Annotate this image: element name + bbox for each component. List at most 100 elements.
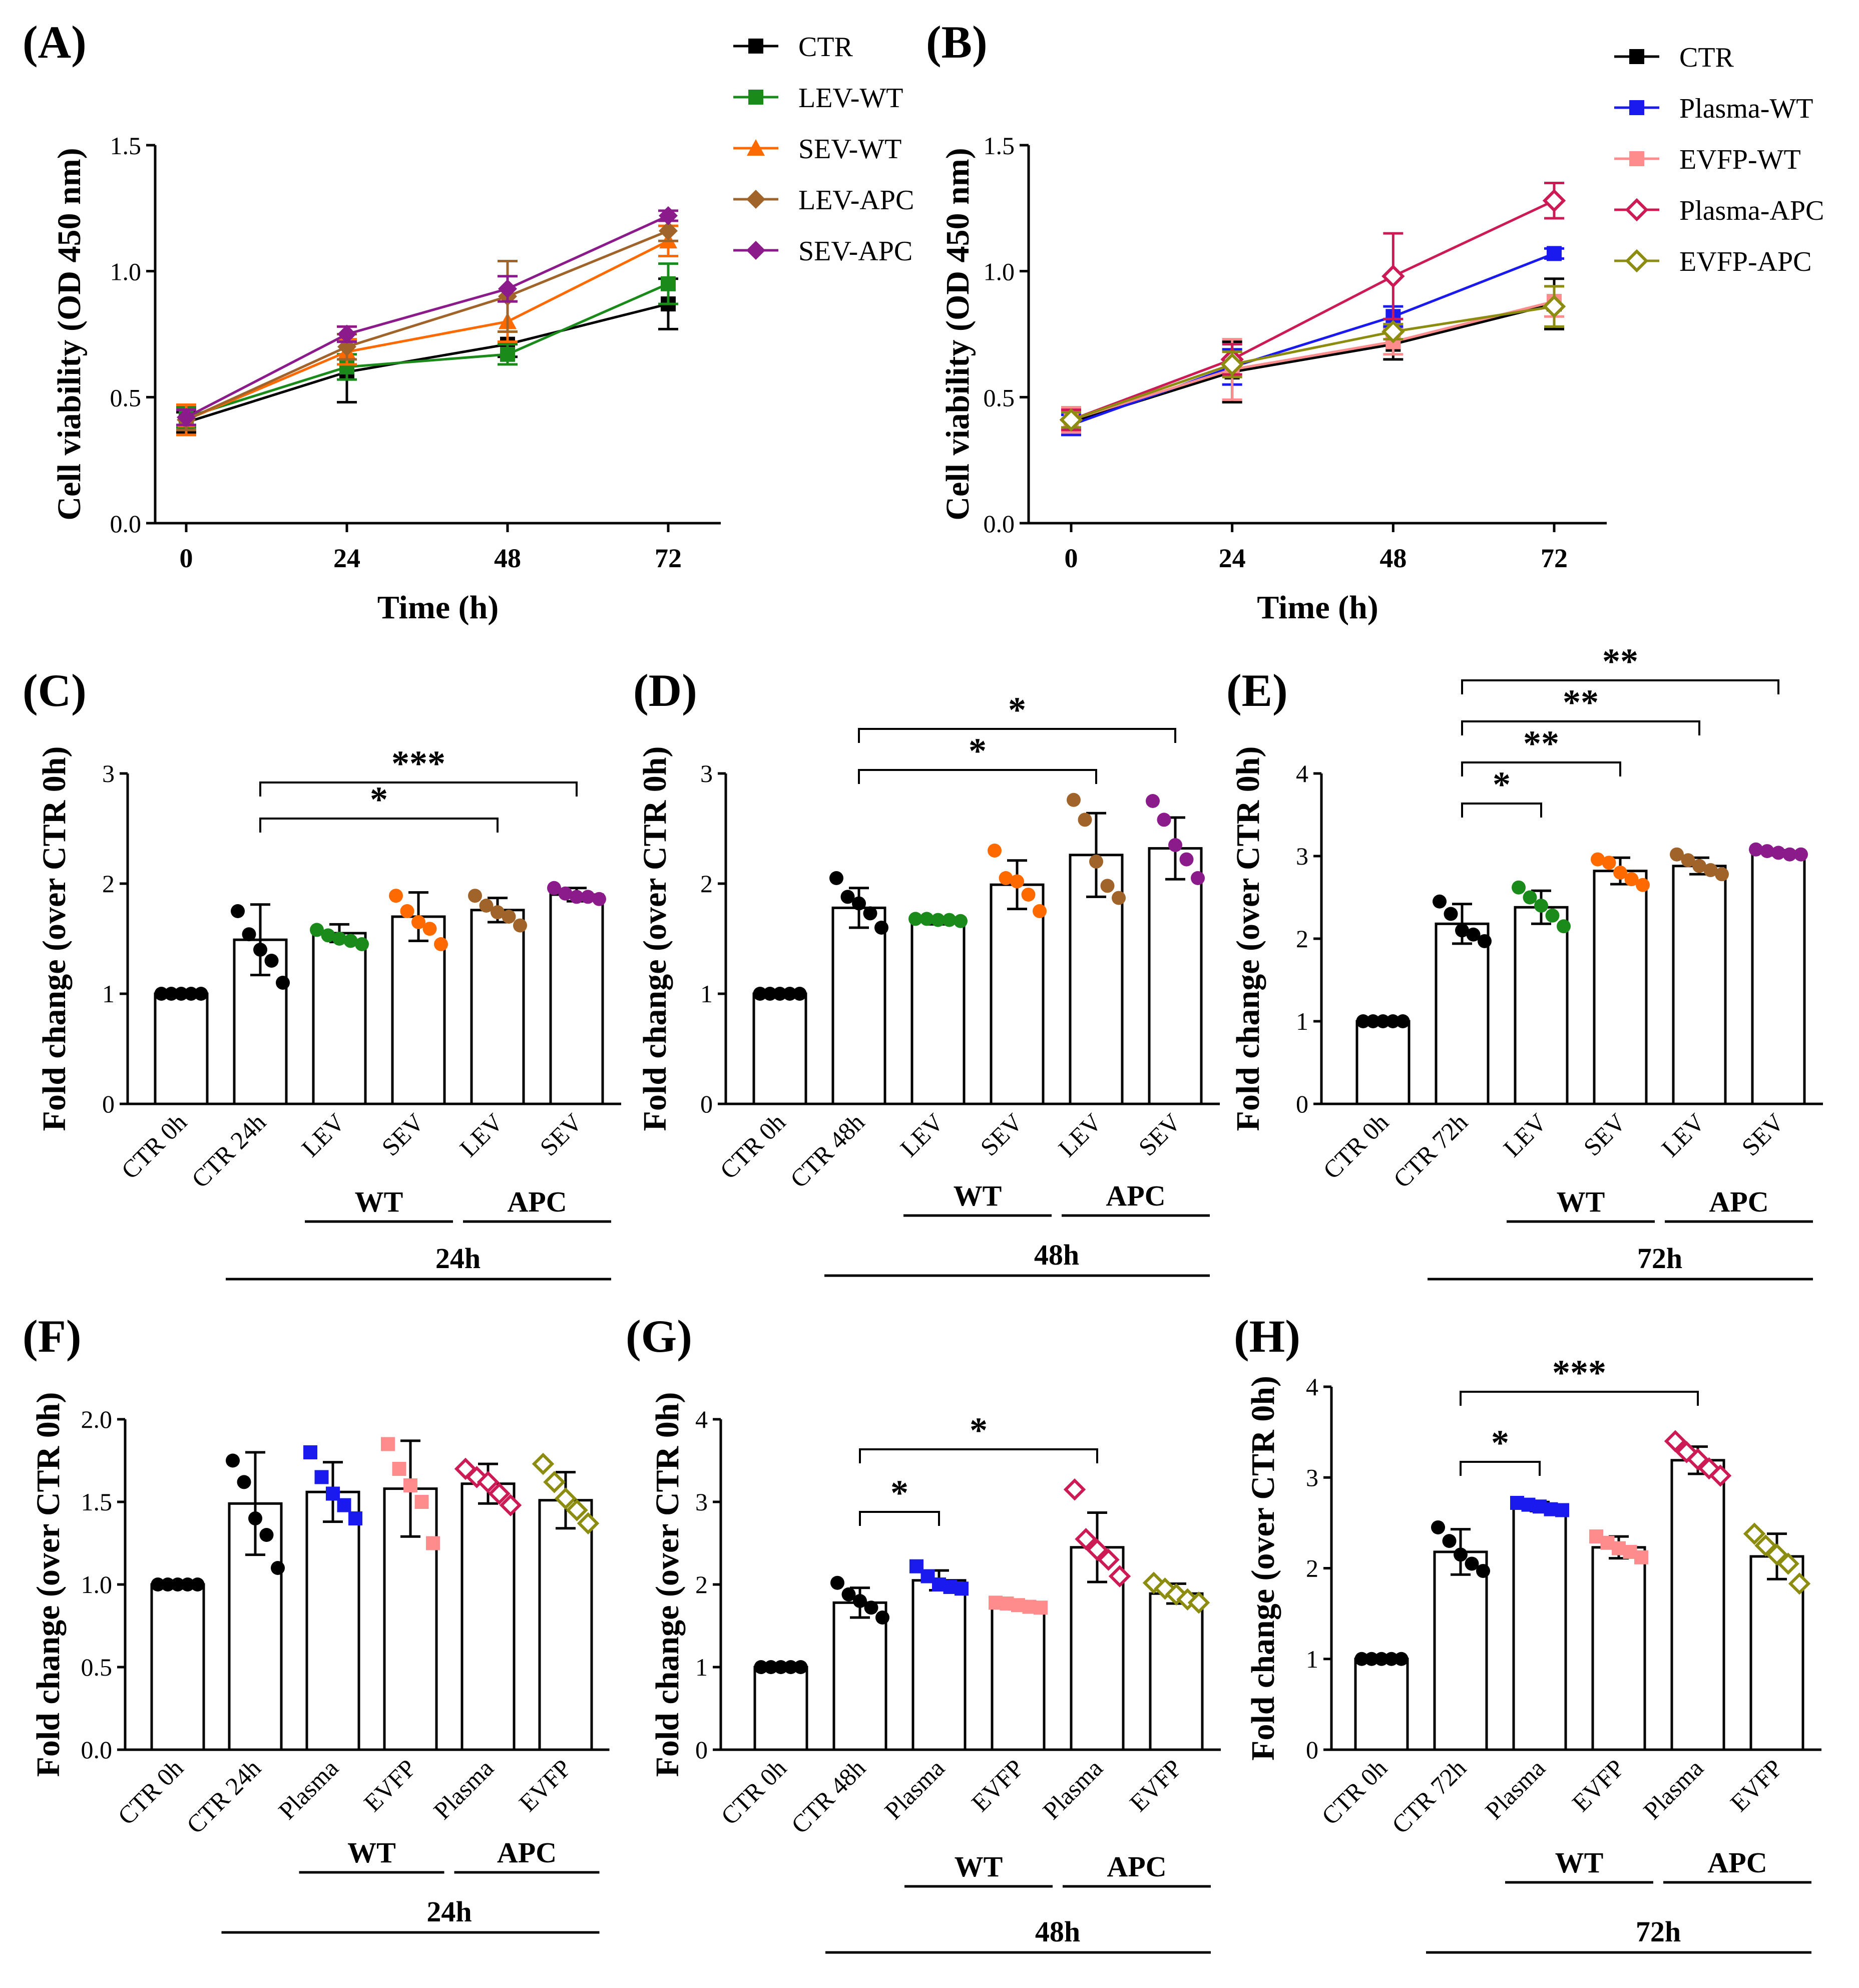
scatter-point [171,1577,185,1592]
scatter-point [874,921,888,935]
significance-bracket [859,1448,1098,1463]
scatter-point [554,1487,577,1510]
scatter-point [1709,1464,1732,1487]
bar-group [454,1457,522,1751]
significance-bracket [1461,803,1542,818]
scatter-point [337,1498,351,1512]
bar-group [1591,852,1650,1105]
scatter-point [1557,919,1571,934]
y-axis-label: Fold change (over CTR 0h) [36,746,73,1131]
panel-d: (D) 0 1 2 3 Fold change (over CTR 0h) CTR 0hCT… [633,665,1220,1277]
x-tick-label: CTR 0h [715,1754,792,1830]
scatter-point [1602,856,1616,870]
scatter-point [1613,866,1627,880]
y-tick-label: 0 [695,1736,708,1764]
y-tick-label: 0 [700,1090,713,1118]
scatter-point [303,1445,317,1459]
scatter-point [829,871,843,885]
scatter-point [1100,879,1115,893]
scatter-point [1067,792,1081,807]
scatter-point [1760,844,1774,859]
bar-group [154,987,209,1105]
scatter-point [248,1511,262,1525]
bar-group [989,1596,1048,1751]
y-axis-label: Fold change (over CTR 0h) [1245,1376,1281,1761]
scatter-point [782,987,797,1001]
bar-group [532,1452,600,1751]
scatter-point [1523,890,1537,905]
legend-label: EVFP-APC [1679,246,1812,277]
x-tick-label: CTR 0h [116,1108,192,1184]
bar-group [1142,1571,1210,1751]
bar [832,1601,887,1751]
bar-group [908,912,968,1105]
significance-label: * [969,731,987,771]
data-point [659,221,678,241]
x-tick-label: SEV [975,1108,1028,1161]
group-label-wt: WT [955,1850,1003,1883]
group-label-wt: WT [347,1836,396,1869]
y-tick-label: 1 [1296,1007,1308,1035]
y-axis-label: Cell viability (OD 450 nm) [51,148,88,520]
scatter-point [1765,1543,1788,1566]
scatter-point [1743,1522,1766,1545]
scatter-point [321,928,335,943]
legend-marker [1629,151,1644,166]
scatter-point [988,844,1002,858]
scatter-point [773,987,787,1001]
scatter-point [558,886,573,901]
series-line [1071,302,1555,424]
data-point [1381,320,1405,343]
bar-group [1067,792,1126,1105]
scatter-point [792,987,807,1001]
significance-bracket [1461,761,1621,776]
scatter-point [1478,934,1492,948]
time-label: 24h [435,1242,481,1275]
scatter-point [570,890,584,904]
series-line [185,214,669,419]
x-tick-label: CTR 72h [1388,1108,1473,1193]
scatter-point [1692,859,1706,873]
scatter-point [253,943,267,957]
y-axis-label: Fold change (over CTR 0h) [649,1392,686,1777]
bar-group [1063,1478,1131,1751]
legend-marker [746,241,765,260]
panel-label: (B) [926,17,988,68]
scatter-point [180,1577,195,1592]
bar-group [1431,1520,1490,1751]
significance-bracket [1461,679,1779,694]
group-label-apc: APC [1709,1185,1768,1218]
bar-group [381,1437,440,1751]
y-tick-label: 0 [1306,1736,1318,1764]
bar [470,909,525,1105]
scatter-point [1033,904,1047,918]
panel-label: (C) [23,665,87,716]
legend-marker [1625,198,1649,222]
scatter-point [491,905,505,920]
significance-label: ** [1523,723,1559,763]
scatter-point [954,914,968,928]
scatter-point [1442,1534,1457,1548]
legend-label: SEV-WT [798,134,901,165]
panel-label: (H) [1234,1311,1300,1362]
scatter-point [259,1528,274,1542]
scatter-point [783,1660,798,1674]
x-tick-label: EVFP [358,1754,421,1817]
x-tick-label: LEV [296,1108,350,1162]
scatter-point [426,1536,440,1550]
bar [911,1579,967,1751]
scatter-point [1021,888,1036,902]
legend-label: CTR [1679,42,1734,73]
y-axis-label: Fold change (over CTR 0h) [1230,746,1266,1131]
scatter-point [1396,1014,1410,1028]
x-tick-label: CTR 72h [1386,1754,1472,1839]
bar-group [752,987,807,1105]
panel-label: (E) [1226,665,1288,716]
x-tick-label: 24 [333,543,360,573]
group-label-wt: WT [1555,1846,1604,1879]
bar-group [547,881,606,1105]
panel-label: (D) [633,665,697,716]
scatter-point [488,1482,511,1505]
bar-group [1433,894,1492,1105]
